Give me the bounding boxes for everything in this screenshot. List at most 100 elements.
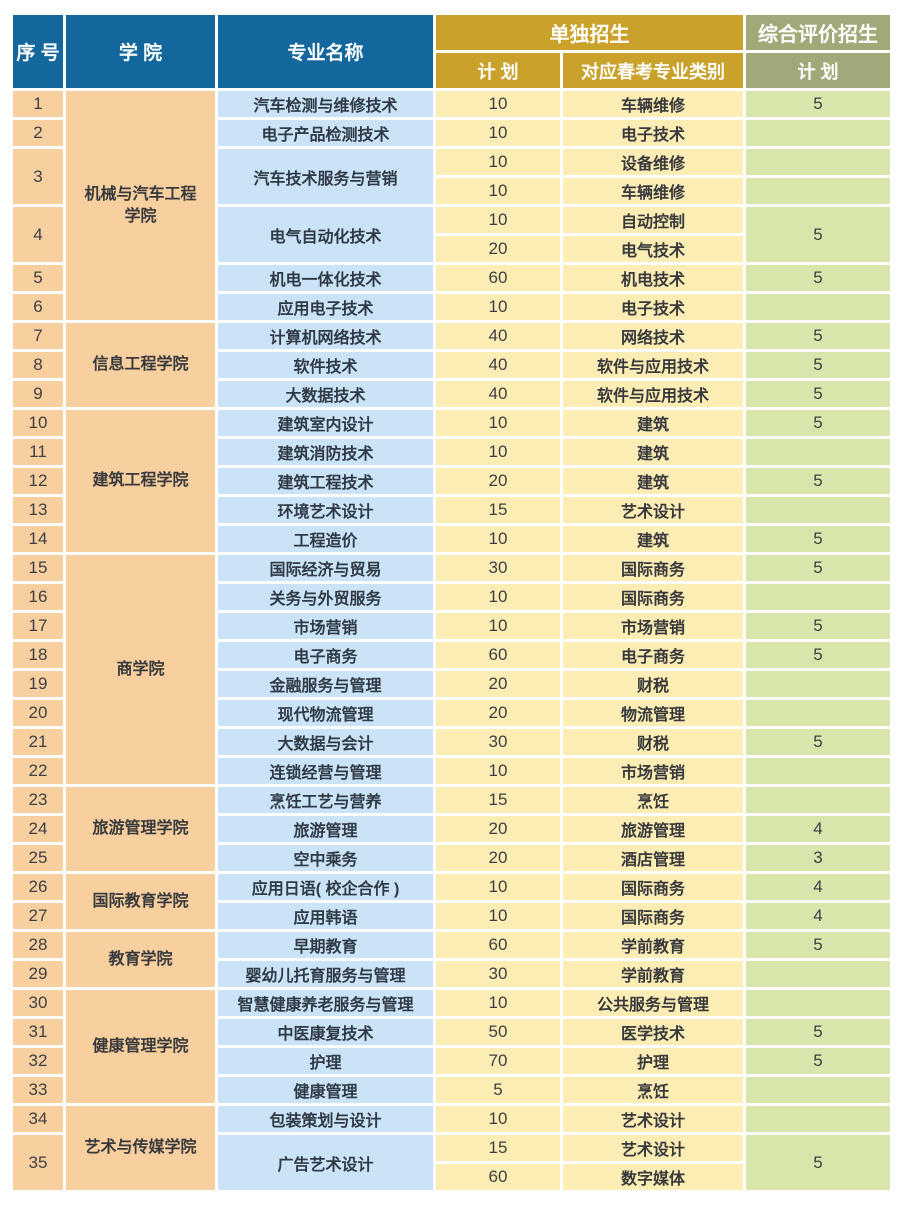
- major-cell: 早期教育: [215, 929, 436, 961]
- category-cell: 设备维修: [560, 146, 746, 178]
- major-cell: 汽车技术服务与营销: [215, 146, 436, 207]
- major-cell: 电子商务: [215, 639, 436, 671]
- plan-cell: 30: [433, 552, 563, 584]
- row-number-cell: 20: [10, 697, 66, 729]
- plan-cell: 10: [433, 987, 563, 1019]
- table-row: 14 工程造价 10 建筑 5: [10, 523, 893, 555]
- category-cell: 电子商务: [560, 639, 746, 671]
- major-cell: 工程造价: [215, 523, 436, 555]
- major-cell: 市场营销: [215, 610, 436, 642]
- table-row: 1 机械与汽车工程 学院 汽车检测与维修技术 10 车辆维修 5: [10, 88, 893, 323]
- category-cell: 艺术设计: [560, 1132, 746, 1164]
- row-number-cell: 17: [10, 610, 66, 642]
- table-row: 9 大数据技术 40 软件与应用技术 5: [10, 378, 893, 410]
- row-number-cell: 24: [10, 813, 66, 845]
- table-row: 12 建筑工程技术 20 建筑 5: [10, 465, 893, 497]
- major-cell: 广告艺术设计: [215, 1132, 436, 1193]
- table-row: 11 建筑消防技术 10 建筑: [10, 436, 893, 468]
- row-number-cell: 34: [10, 1103, 66, 1135]
- row-number-cell: 12: [10, 465, 66, 497]
- plan-cell: 40: [433, 349, 563, 381]
- table-row: 32 护理 70 护理 5: [10, 1045, 893, 1077]
- plan-cell: 15: [433, 494, 563, 526]
- category-cell: 艺术设计: [560, 494, 746, 526]
- major-cell: 大数据技术: [215, 378, 436, 410]
- category-cell: 市场营销: [560, 610, 746, 642]
- plan-cell: 15: [433, 1132, 563, 1164]
- table-row: 15 商学院 国际经济与贸易 30 国际商务 5: [10, 552, 893, 787]
- row-number-cell: 22: [10, 755, 66, 787]
- table-row: 30 健康管理学院 智慧健康养老服务与管理 10 公共服务与管理: [10, 987, 893, 1106]
- plan-cell: 10: [433, 88, 563, 120]
- table-row: 29 婴幼儿托育服务与管理 30 学前教育: [10, 958, 893, 990]
- table-row: 23 旅游管理学院 烹饪工艺与营养 15 烹饪: [10, 784, 893, 874]
- table-row: 25 空中乘务 20 酒店管理 3: [10, 842, 893, 874]
- plan-cell: 60: [433, 929, 563, 961]
- plan-cell: 10: [433, 407, 563, 439]
- plan-cell: 10: [433, 755, 563, 787]
- college-cell: 机械与汽车工程 学院: [63, 88, 218, 323]
- comp-plan-cell: 5: [743, 523, 893, 555]
- category-cell: 国际商务: [560, 581, 746, 613]
- major-cell: 建筑消防技术: [215, 436, 436, 468]
- comp-plan-cell: 5: [743, 929, 893, 961]
- category-cell: 电子技术: [560, 291, 746, 323]
- enrollment-plan-table: 序 号 学 院 专业名称 单独招生 综合评价招生 计 划 对应春考专业类别 计 …: [10, 12, 893, 1193]
- major-cell: 电子产品检测技术: [215, 117, 436, 149]
- header-spring-exam-category: 对应春考专业类别: [560, 50, 746, 91]
- major-cell: 婴幼儿托育服务与管理: [215, 958, 436, 990]
- table-row: 16 关务与外贸服务 10 国际商务: [10, 581, 893, 613]
- row-number-cell: 21: [10, 726, 66, 758]
- major-cell: 护理: [215, 1045, 436, 1077]
- plan-cell: 5: [433, 1074, 563, 1106]
- plan-cell: 20: [433, 233, 563, 265]
- plan-cell: 20: [433, 465, 563, 497]
- major-cell: 空中乘务: [215, 842, 436, 874]
- table-row: 18 电子商务 60 电子商务 5: [10, 639, 893, 671]
- table-row: 2 电子产品检测技术 10 电子技术: [10, 117, 893, 149]
- table-row: 22 连锁经营与管理 10 市场营销: [10, 755, 893, 787]
- category-cell: 烹饪: [560, 1074, 746, 1106]
- table-row: 31 中医康复技术 50 医学技术 5: [10, 1016, 893, 1048]
- table-body: 1 机械与汽车工程 学院 汽车检测与维修技术 10 车辆维修 5 2 电子产品检测技术 10 电子…: [10, 88, 893, 1193]
- category-cell: 国际商务: [560, 552, 746, 584]
- comp-plan-cell: [743, 784, 893, 816]
- major-cell: 建筑工程技术: [215, 465, 436, 497]
- row-number-cell: 15: [10, 552, 66, 584]
- plan-cell: 70: [433, 1045, 563, 1077]
- table-row: 10 车辆维修: [12, 175, 893, 207]
- comp-plan-cell: 5: [743, 320, 893, 352]
- category-cell: 软件与应用技术: [560, 349, 746, 381]
- header-plan: 计 划: [433, 50, 563, 91]
- comp-plan-cell: [743, 175, 893, 207]
- comp-plan-cell: [743, 958, 893, 990]
- category-cell: 医学技术: [560, 1016, 746, 1048]
- category-cell: 烹饪: [560, 784, 746, 816]
- comp-plan-cell: 5: [743, 407, 893, 439]
- category-cell: 艺术设计: [560, 1103, 746, 1135]
- major-cell: 旅游管理: [215, 813, 436, 845]
- row-number-cell: 19: [10, 668, 66, 700]
- category-cell: 电气技术: [560, 233, 746, 265]
- category-cell: 旅游管理: [560, 813, 746, 845]
- comp-plan-cell: 5: [743, 262, 893, 294]
- plan-cell: 20: [433, 668, 563, 700]
- comp-plan-cell: 4: [743, 900, 893, 932]
- table-row: 8 软件技术 40 软件与应用技术 5: [10, 349, 893, 381]
- table-row: 7 信息工程学院 计算机网络技术 40 网络技术 5: [10, 320, 893, 410]
- category-cell: 财税: [560, 726, 746, 758]
- table-row: 5 机电一体化技术 60 机电技术 5: [10, 262, 893, 294]
- college-cell: 信息工程学院: [63, 320, 218, 410]
- category-cell: 车辆维修: [560, 88, 746, 120]
- plan-cell: 60: [433, 639, 563, 671]
- college-cell: 教育学院: [63, 929, 218, 990]
- major-cell: 汽车检测与维修技术: [215, 88, 436, 120]
- major-cell: 健康管理: [215, 1074, 436, 1106]
- table-row: 21 大数据与会计 30 财税 5: [10, 726, 893, 758]
- table-row: 3 汽车技术服务与营销 10 设备维修: [10, 146, 893, 207]
- plan-cell: 60: [433, 1161, 563, 1193]
- category-cell: 自动控制: [560, 204, 746, 236]
- row-number-cell: 1: [10, 88, 66, 120]
- row-number-cell: 6: [10, 291, 66, 323]
- category-cell: 学前教育: [560, 958, 746, 990]
